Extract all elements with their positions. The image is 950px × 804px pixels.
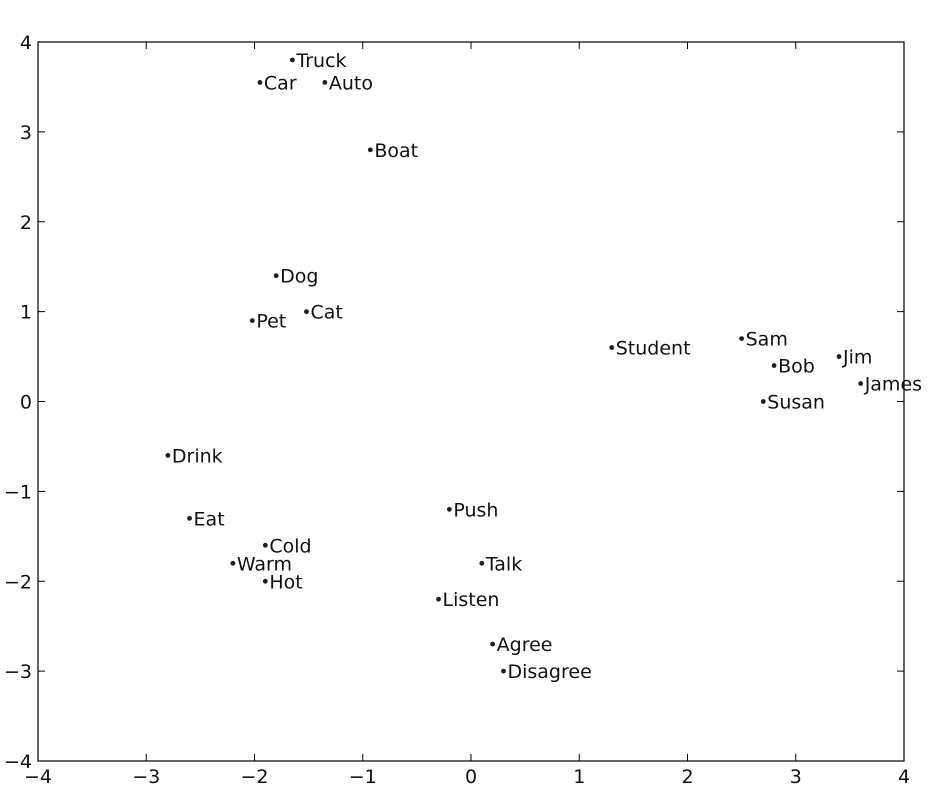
point-marker bbox=[165, 453, 171, 458]
point-marker bbox=[501, 668, 506, 674]
point-disagree: Disagree bbox=[501, 661, 592, 683]
point-marker bbox=[187, 515, 192, 521]
y-tick-label: −3 bbox=[4, 661, 32, 683]
point-label: Listen bbox=[443, 589, 500, 611]
point-label: Dog bbox=[280, 266, 318, 288]
point-james: James bbox=[858, 374, 922, 396]
x-tick-label: 3 bbox=[790, 766, 802, 788]
point-label: Car bbox=[264, 72, 297, 94]
point-warm: Warm bbox=[230, 553, 292, 575]
point-hot: Hot bbox=[262, 571, 303, 593]
x-tick-label: −3 bbox=[132, 766, 160, 788]
point-label: James bbox=[864, 374, 922, 396]
point-label: Jim bbox=[842, 347, 872, 369]
point-susan: Susan bbox=[760, 392, 825, 414]
x-tick-label: 1 bbox=[573, 766, 585, 788]
point-marker bbox=[289, 57, 295, 63]
point-sam: Sam bbox=[739, 329, 788, 351]
y-tick-label: −1 bbox=[4, 481, 32, 503]
point-label: Hot bbox=[269, 571, 302, 593]
x-tick-label: −1 bbox=[349, 766, 377, 788]
point-car: Car bbox=[257, 72, 297, 94]
point-label: Bob bbox=[778, 356, 815, 378]
point-marker bbox=[609, 345, 615, 350]
point-listen: Listen bbox=[436, 589, 499, 611]
point-label: Drink bbox=[172, 445, 223, 467]
point-pet: Pet bbox=[249, 311, 286, 333]
point-marker bbox=[262, 542, 268, 548]
point-truck: Truck bbox=[289, 50, 347, 72]
point-label: Susan bbox=[767, 392, 825, 414]
point-bob: Bob bbox=[771, 356, 815, 378]
point-marker bbox=[479, 560, 485, 566]
point-student: Student bbox=[609, 338, 691, 360]
point-marker bbox=[760, 399, 766, 404]
point-label: Auto bbox=[329, 72, 373, 94]
point-marker bbox=[367, 147, 373, 153]
point-label: Push bbox=[453, 499, 498, 521]
plot-area bbox=[37, 41, 905, 762]
point-marker bbox=[836, 354, 842, 359]
y-tick-label: 0 bbox=[20, 392, 32, 414]
point-label: Sam bbox=[746, 329, 788, 351]
point-push: Push bbox=[446, 499, 498, 521]
point-jim: Jim bbox=[836, 347, 872, 369]
y-tick-label: 3 bbox=[20, 122, 32, 144]
point-label: Talk bbox=[485, 553, 522, 575]
point-marker bbox=[262, 578, 268, 584]
x-tick-label: −2 bbox=[240, 766, 268, 788]
point-marker bbox=[490, 641, 496, 647]
point-label: Agree bbox=[497, 634, 553, 656]
point-marker bbox=[436, 596, 441, 602]
point-eat: Eat bbox=[187, 508, 225, 530]
point-label: Cold bbox=[269, 535, 311, 557]
point-marker bbox=[273, 273, 279, 279]
y-tick-label: 4 bbox=[20, 32, 32, 54]
point-marker bbox=[322, 80, 328, 85]
x-axis: −4 −3 −2 −1 0 1 2 3 4 bbox=[24, 42, 910, 788]
x-tick-label: −4 bbox=[24, 766, 52, 788]
y-tick-label: 1 bbox=[20, 302, 32, 324]
point-marker bbox=[249, 318, 255, 324]
point-label: Eat bbox=[194, 508, 225, 530]
point-label: Disagree bbox=[507, 661, 591, 683]
point-boat: Boat bbox=[367, 140, 418, 162]
point-label: Student bbox=[616, 338, 691, 360]
point-marker bbox=[771, 363, 777, 368]
y-tick-label: 2 bbox=[20, 212, 32, 234]
point-auto: Auto bbox=[322, 72, 373, 94]
x-tick-label: 2 bbox=[681, 766, 693, 788]
point-drink: Drink bbox=[165, 445, 223, 467]
y-tick-label: −2 bbox=[4, 571, 32, 593]
point-cat: Cat bbox=[304, 302, 343, 324]
point-label: Pet bbox=[256, 311, 286, 333]
point-label: Boat bbox=[374, 140, 418, 162]
point-cold: Cold bbox=[262, 535, 312, 557]
point-marker bbox=[858, 381, 864, 386]
point-label: Truck bbox=[295, 50, 346, 72]
y-tick-label: −4 bbox=[4, 751, 32, 773]
x-tick-label: 4 bbox=[898, 766, 910, 788]
point-label: Warm bbox=[237, 553, 292, 575]
point-marker bbox=[257, 80, 263, 85]
point-marker bbox=[304, 309, 309, 315]
point-dog: Dog bbox=[273, 266, 318, 288]
point-marker bbox=[230, 560, 236, 566]
point-marker bbox=[739, 336, 745, 341]
point-label: Cat bbox=[310, 302, 342, 324]
point-talk: Talk bbox=[479, 553, 522, 575]
point-agree: Agree bbox=[490, 634, 552, 656]
x-tick-label: 0 bbox=[465, 766, 477, 788]
point-marker bbox=[446, 506, 452, 512]
y-axis: −4 −3 −2 −1 0 1 2 3 4 bbox=[4, 32, 904, 773]
